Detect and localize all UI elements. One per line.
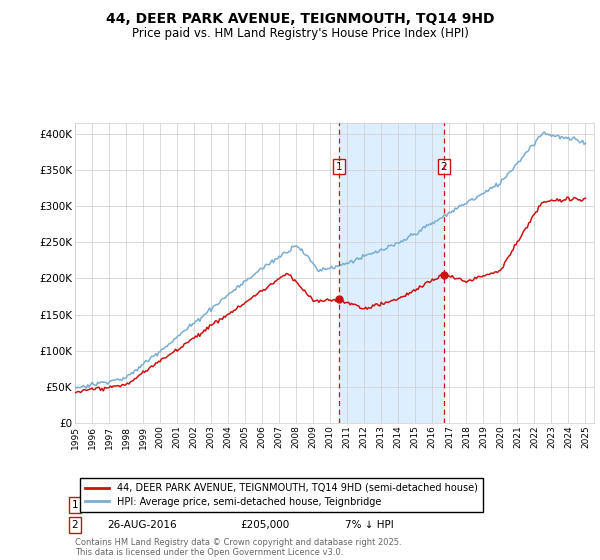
Text: 26-AUG-2016: 26-AUG-2016 (107, 520, 176, 530)
Text: Price paid vs. HM Land Registry's House Price Index (HPI): Price paid vs. HM Land Registry's House … (131, 27, 469, 40)
Text: £172,000: £172,000 (240, 500, 289, 510)
Text: 13% ↓ HPI: 13% ↓ HPI (345, 500, 400, 510)
Text: 2: 2 (440, 162, 447, 172)
Text: 7% ↓ HPI: 7% ↓ HPI (345, 520, 394, 530)
Text: 02-JUL-2010: 02-JUL-2010 (107, 500, 170, 510)
Text: 1: 1 (71, 500, 79, 510)
Text: 44, DEER PARK AVENUE, TEIGNMOUTH, TQ14 9HD: 44, DEER PARK AVENUE, TEIGNMOUTH, TQ14 9… (106, 12, 494, 26)
Text: Contains HM Land Registry data © Crown copyright and database right 2025.
This d: Contains HM Land Registry data © Crown c… (75, 538, 401, 557)
Text: 1: 1 (335, 162, 342, 172)
Text: £205,000: £205,000 (240, 520, 289, 530)
Bar (339, 123, 444, 423)
Legend: 44, DEER PARK AVENUE, TEIGNMOUTH, TQ14 9HD (semi-detached house), HPI: Average p: 44, DEER PARK AVENUE, TEIGNMOUTH, TQ14 9… (80, 478, 482, 512)
Text: 2: 2 (71, 520, 79, 530)
